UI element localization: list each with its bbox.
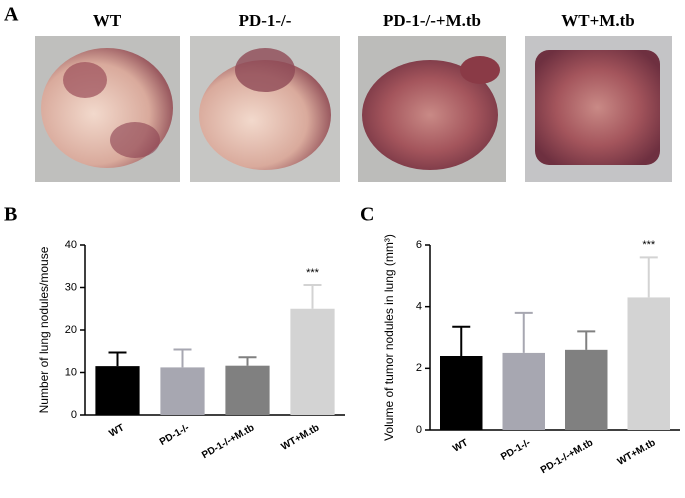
panel-label: A (4, 4, 19, 26)
annotation: *** (306, 267, 320, 279)
photo-label: WT+M.tb (561, 11, 634, 30)
y-tick-label: 0 (416, 424, 422, 436)
error-bar (452, 325, 471, 356)
y-tick-label: 40 (65, 239, 77, 251)
y-tick-label: 0 (71, 409, 77, 421)
y-tick-label: 6 (416, 239, 422, 251)
bar (502, 352, 545, 430)
y-tick-label: 2 (416, 362, 422, 374)
error-bar (639, 256, 658, 298)
bar (95, 366, 140, 415)
y-tick-label: 30 (65, 281, 77, 293)
x-tick-label: WT (451, 437, 470, 454)
y-axis-label: Number of lung nodules/mouse (37, 246, 51, 413)
error-bar (173, 348, 192, 368)
bar (225, 365, 270, 415)
x-tick-label: PD-1-/- (158, 422, 191, 448)
error-bar (303, 283, 322, 309)
y-tick-label: 4 (416, 301, 422, 313)
y-tick-label: 10 (65, 366, 77, 378)
panel-label: C (360, 204, 374, 226)
photo-label: PD-1-/- (239, 11, 292, 30)
x-tick-label: WT (107, 422, 126, 439)
photo (35, 36, 180, 182)
x-tick-label: WT+M.tb (616, 437, 658, 467)
x-tick-label: PD-1-/-+M.tb (200, 422, 256, 461)
annotation: *** (642, 239, 656, 251)
photo (358, 36, 506, 182)
error-bar (577, 330, 596, 350)
photo-label: WT (93, 11, 122, 30)
y-tick-label: 20 (65, 324, 77, 336)
x-tick-label: PD-1-/- (499, 437, 532, 463)
bar (627, 297, 670, 430)
panel-label: B (4, 204, 17, 226)
bar (440, 356, 483, 430)
y-axis-label: Volume of tumor nodules in lung (mm³) (382, 234, 396, 441)
bar (290, 308, 335, 415)
error-bar (514, 311, 533, 353)
error-bar (108, 351, 127, 367)
x-tick-label: WT+M.tb (280, 422, 322, 452)
photo-label: PD-1-/-+M.tb (383, 11, 481, 30)
bar (565, 349, 608, 430)
x-tick-label: PD-1-/-+M.tb (539, 437, 595, 476)
error-bar (238, 356, 257, 366)
photo (525, 36, 672, 182)
bar (160, 367, 205, 415)
photo (190, 36, 340, 182)
